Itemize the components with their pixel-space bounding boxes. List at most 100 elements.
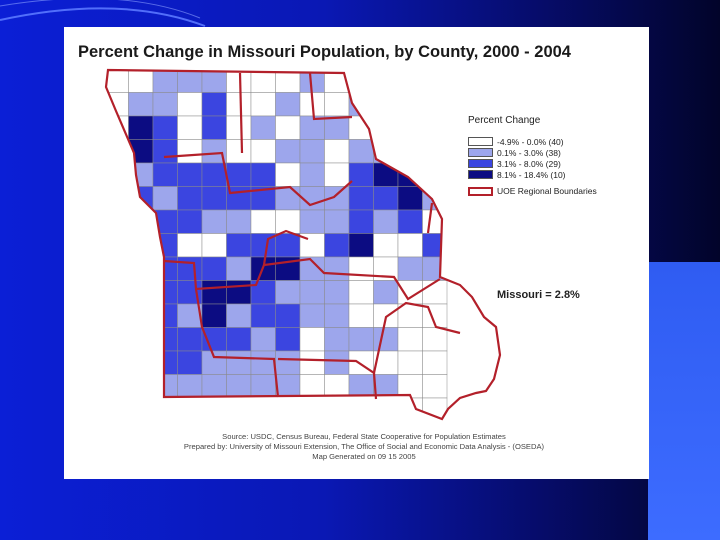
county-cell xyxy=(373,280,399,305)
county-cell xyxy=(275,115,301,140)
county-cell xyxy=(177,397,203,419)
county-cell xyxy=(373,162,399,187)
legend-label-3: 8.1% - 18.4% (10) xyxy=(497,169,566,180)
region-boundary-line xyxy=(194,288,280,398)
county-cell xyxy=(348,233,374,258)
county-cell xyxy=(275,162,301,187)
county-cell xyxy=(226,162,252,187)
county-cell xyxy=(250,92,276,117)
county-cell xyxy=(299,397,325,419)
region-boundary-line xyxy=(426,202,434,234)
county-cell xyxy=(128,397,154,419)
county-cell xyxy=(299,374,325,399)
county-cell xyxy=(422,280,448,305)
county-cell xyxy=(422,70,448,93)
decorative-swoosh xyxy=(0,0,206,27)
county-cell xyxy=(275,233,301,258)
county-cell xyxy=(324,162,350,187)
county-cell xyxy=(177,327,203,352)
county-cell xyxy=(152,115,178,140)
county-cell xyxy=(106,209,129,234)
county-cell xyxy=(275,280,301,305)
legend-label-2: 3.1% - 8.0% (29) xyxy=(497,158,561,169)
county-cell xyxy=(373,327,399,352)
region-boundary-line xyxy=(277,357,378,400)
legend-row-2: 3.1% - 8.0% (29) xyxy=(468,158,648,169)
county-cell xyxy=(106,350,129,375)
county-cell xyxy=(177,350,203,375)
legend-boundary-label: UOE Regional Boundaries xyxy=(497,186,597,196)
county-cell xyxy=(177,162,203,187)
county-cell xyxy=(348,162,374,187)
county-cell xyxy=(177,256,203,281)
county-cell xyxy=(299,139,325,164)
county-cell xyxy=(106,280,129,305)
county-cell xyxy=(201,186,227,211)
county-cell xyxy=(128,162,154,187)
county-cell xyxy=(275,92,301,117)
county-cell xyxy=(152,303,178,328)
legend-row-1: 0.1% - 3.0% (38) xyxy=(468,147,648,158)
county-cell xyxy=(422,115,448,140)
county-cell xyxy=(348,139,374,164)
legend-row-3: 8.1% - 18.4% (10) xyxy=(468,169,648,180)
county-cell xyxy=(152,139,178,164)
county-cell xyxy=(226,327,252,352)
county-cell xyxy=(250,303,276,328)
county-cell xyxy=(201,162,227,187)
county-cell xyxy=(348,303,374,328)
county-cell xyxy=(128,303,154,328)
county-cell xyxy=(324,280,350,305)
county-cell xyxy=(422,92,448,117)
county-cell xyxy=(250,115,276,140)
county-cell xyxy=(422,350,448,375)
county-cell xyxy=(299,209,325,234)
county-cell xyxy=(128,92,154,117)
county-cell xyxy=(348,397,374,419)
county-cell xyxy=(128,280,154,305)
county-cell xyxy=(106,374,129,399)
county-cell xyxy=(152,350,178,375)
county-cell xyxy=(250,139,276,164)
county-cell xyxy=(128,350,154,375)
county-cell xyxy=(250,327,276,352)
county-cell xyxy=(106,162,129,187)
legend-label-0: -4.9% - 0.0% (40) xyxy=(497,136,564,147)
county-cell xyxy=(177,92,203,117)
county-cell xyxy=(250,397,276,419)
county-cell xyxy=(422,374,448,399)
county-cell xyxy=(422,209,448,234)
county-cell xyxy=(275,374,301,399)
county-cell xyxy=(397,350,423,375)
county-cell xyxy=(226,209,252,234)
county-cell xyxy=(397,115,423,140)
county-cell xyxy=(201,209,227,234)
county-cell xyxy=(299,162,325,187)
county-cell xyxy=(373,397,399,419)
county-cell xyxy=(250,350,276,375)
county-cell xyxy=(201,327,227,352)
county-cell xyxy=(324,92,350,117)
county-cell xyxy=(152,92,178,117)
county-cell xyxy=(106,303,129,328)
county-cell xyxy=(397,209,423,234)
county-cell xyxy=(324,209,350,234)
county-cell xyxy=(201,350,227,375)
county-cell xyxy=(373,233,399,258)
county-cell xyxy=(422,256,448,281)
county-cell xyxy=(201,115,227,140)
legend-swatch-1 xyxy=(468,148,493,157)
region-boundary-line xyxy=(163,151,353,207)
region-boundary-line xyxy=(163,257,441,301)
county-cell xyxy=(373,92,399,117)
county-cell xyxy=(299,303,325,328)
county-cell xyxy=(348,186,374,211)
region-boundary-line xyxy=(372,301,461,374)
county-cell xyxy=(348,327,374,352)
missouri-county-map xyxy=(104,68,502,421)
county-cell xyxy=(324,303,350,328)
county-cell xyxy=(397,92,423,117)
county-cell xyxy=(152,233,178,258)
county-cell xyxy=(177,233,203,258)
county-cell xyxy=(397,139,423,164)
